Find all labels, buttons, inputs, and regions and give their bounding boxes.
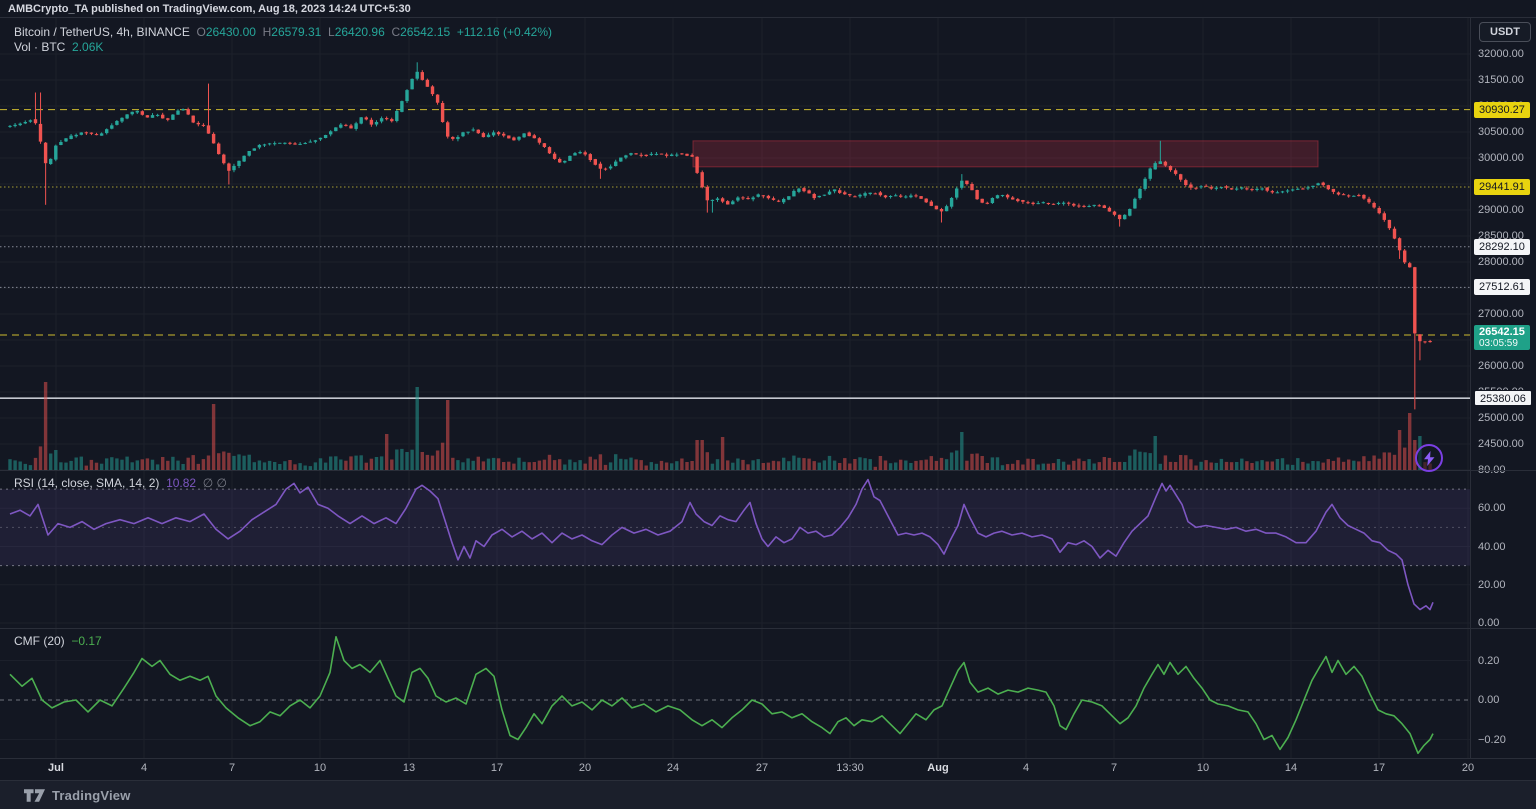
rsi-tick: 0.00: [1471, 614, 1536, 632]
time-tick-label: 27: [755, 762, 769, 774]
time-tick-label: 7: [228, 762, 236, 774]
low-value: 26420.96: [334, 25, 385, 39]
time-tick-label: 4: [140, 762, 148, 774]
time-tick-label: 20: [1461, 762, 1475, 774]
cmf-tick: −0.20: [1471, 730, 1536, 749]
time-tick-label: 24: [666, 762, 680, 774]
price-level-label: 29441.91: [1474, 179, 1530, 196]
chart-canvas[interactable]: [0, 18, 1470, 758]
footer-bar: TradingView: [0, 780, 1536, 809]
cmf-value: −0.17: [71, 634, 102, 648]
tradingview-logo-icon: [24, 788, 45, 802]
attribution-bar: AMBCrypto_TA published on TradingView.co…: [0, 0, 1536, 18]
cmf-title: CMF (20): [14, 634, 65, 648]
tradingview-logo[interactable]: TradingView: [24, 788, 131, 803]
currency-usdt-button[interactable]: USDT: [1479, 22, 1531, 42]
rsi-tick: 40.00: [1471, 537, 1536, 556]
price-tick: 26000.00: [1471, 357, 1536, 375]
price-tick: 29000.00: [1471, 201, 1536, 219]
low-label: L: [328, 25, 335, 39]
rsi-tick: 60.00: [1471, 499, 1536, 518]
lightning-bolt-icon: [1423, 450, 1434, 466]
open-label: O: [196, 25, 206, 39]
rsi-tick: 20.00: [1471, 575, 1536, 594]
pane-separator-cmf[interactable]: [0, 628, 1536, 629]
volume-label: Vol · BTC: [14, 40, 66, 54]
pane-separator-rsi[interactable]: [0, 470, 1536, 471]
change-value: +112.16 (+0.42%): [456, 25, 553, 39]
rsi-value: 10.82: [166, 476, 197, 490]
price-level-label: 27512.61: [1474, 279, 1530, 296]
close-label: C: [391, 25, 401, 39]
price-tick: 24500.00: [1471, 435, 1536, 453]
price-level-label: 28292.10: [1474, 238, 1530, 255]
price-tick: 30000.00: [1471, 149, 1536, 167]
time-tick-label: 17: [490, 762, 504, 774]
symbol-legend: Bitcoin / TetherUS, 4h, BINANCE O26430.0…: [14, 25, 552, 55]
price-tick: 28000.00: [1471, 253, 1536, 271]
high-label: H: [262, 25, 272, 39]
symbol-title: Bitcoin / TetherUS, 4h, BINANCE: [14, 25, 190, 39]
time-tick-label: 20: [578, 762, 592, 774]
time-tick-label: 10: [1196, 762, 1210, 774]
attribution-text: AMBCrypto_TA published on TradingView.co…: [8, 3, 411, 15]
time-tick-label: 13: [402, 762, 416, 774]
time-tick-label: 13:30: [836, 762, 864, 774]
boost-flash-icon[interactable]: [1415, 444, 1443, 472]
price-axis[interactable]: USDT 32000.0031500.0031000.0030500.00300…: [1470, 18, 1536, 758]
cmf-legend: CMF (20) −0.17: [14, 634, 102, 648]
supply-zone-box: [692, 140, 1319, 168]
open-value: 26430.00: [205, 25, 256, 39]
time-axis[interactable]: Jul 4 7 10 13 17 20 24 27 13:30 Aug 4 7 10 14 17 20: [0, 758, 1536, 780]
time-tick-label: Aug: [927, 762, 949, 774]
price-level-label: 25380.06: [1474, 390, 1532, 407]
time-tick-label: 4: [1022, 762, 1030, 774]
time-tick-label: 17: [1372, 762, 1386, 774]
current-price-label: 26542.15 03:05:59: [1474, 324, 1530, 350]
time-tick-label: 7: [1110, 762, 1118, 774]
tradingview-brand-text: TradingView: [52, 787, 131, 803]
price-tick: 27000.00: [1471, 305, 1536, 323]
cmf-tick: 0.20: [1471, 651, 1536, 670]
rsi-title: RSI (14, close, SMA, 14, 2): [14, 476, 160, 490]
rsi-hidden-values: ∅ ∅: [202, 476, 228, 490]
price-tick: 32000.00: [1471, 45, 1536, 63]
price-level-label: 30930.27: [1474, 101, 1530, 118]
high-value: 26579.31: [271, 25, 322, 39]
price-tick: 30500.00: [1471, 123, 1536, 141]
time-tick-label: 10: [313, 762, 327, 774]
time-tick-label: 14: [1284, 762, 1298, 774]
chart-area[interactable]: Bitcoin / TetherUS, 4h, BINANCE O26430.0…: [0, 18, 1536, 758]
rsi-legend: RSI (14, close, SMA, 14, 2) 10.82 ∅ ∅: [14, 476, 227, 490]
price-tick: 31500.00: [1471, 71, 1536, 89]
close-value: 26542.15: [400, 25, 451, 39]
price-tick: 25000.00: [1471, 409, 1536, 427]
cmf-tick: 0.00: [1471, 691, 1536, 709]
volume-value: 2.06K: [72, 40, 104, 54]
time-tick-label: Jul: [48, 762, 64, 774]
